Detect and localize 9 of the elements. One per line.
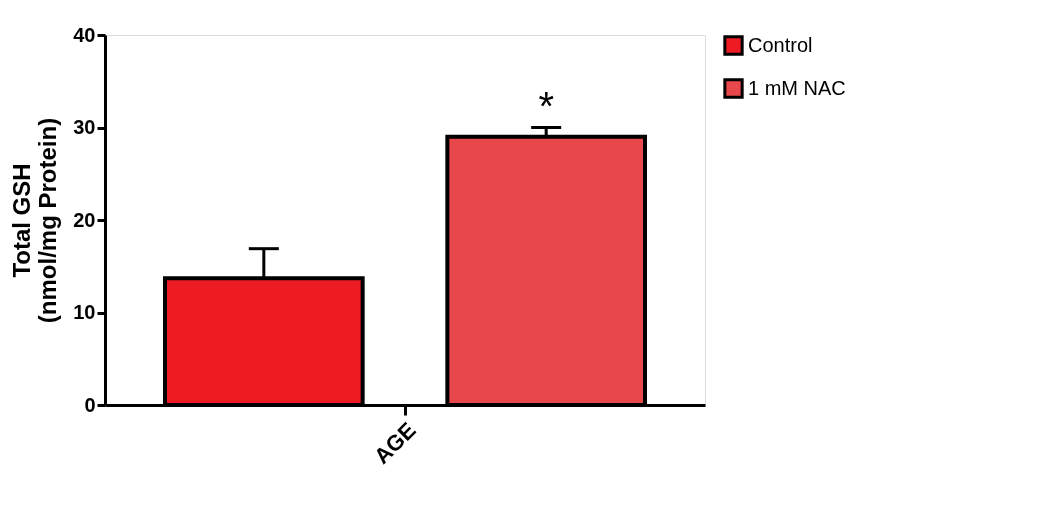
annotation: * <box>538 83 554 128</box>
legend-label: 1 mM NAC <box>748 76 846 99</box>
legend-label: Control <box>748 33 813 56</box>
y-tick-label: 0 <box>84 393 96 416</box>
y-tick-label: 30 <box>73 116 96 138</box>
y-tick-label: 10 <box>73 301 96 323</box>
y-tick-label: 20 <box>73 208 96 231</box>
y-axis-title: Total GSH (nmol/mg Protein) <box>8 117 62 324</box>
y-tick-label: 40 <box>73 23 96 46</box>
